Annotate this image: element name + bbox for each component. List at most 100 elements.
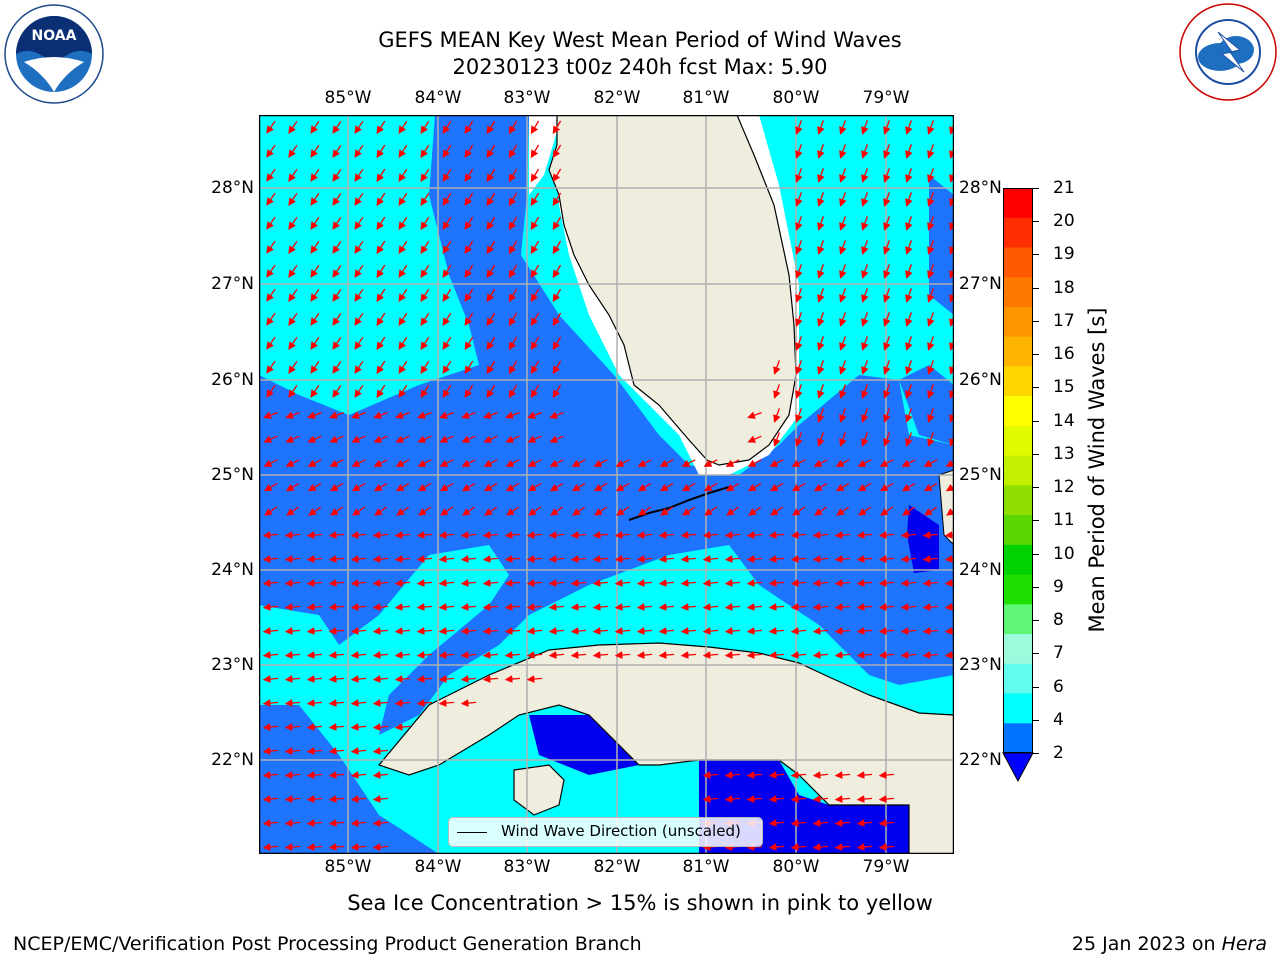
wind-wave-arrow <box>902 506 916 516</box>
wind-wave-arrow <box>482 651 499 659</box>
wind-wave-arrow <box>905 192 913 207</box>
wind-wave-arrow <box>376 264 386 278</box>
wind-wave-arrow <box>464 384 474 399</box>
wind-wave-arrow <box>724 579 741 587</box>
wind-wave-arrow <box>636 651 653 659</box>
wind-wave-arrow <box>464 336 474 351</box>
wind-wave-arrow <box>288 384 298 398</box>
wind-wave-arrow <box>504 555 521 563</box>
colorbar-tick-mark <box>1033 719 1039 721</box>
wind-wave-arrow <box>812 531 829 539</box>
colorbar-tick-mark <box>1033 420 1039 422</box>
wind-wave-arrow <box>530 360 540 375</box>
wind-wave-arrow <box>768 819 785 827</box>
wind-wave-arrow <box>332 336 342 350</box>
wind-wave-arrow <box>900 579 917 587</box>
wind-wave-arrow <box>614 651 631 659</box>
wind-wave-arrow <box>927 240 935 255</box>
colorbar-tick-label: 9 <box>1053 576 1064 597</box>
wind-wave-arrow <box>527 482 542 492</box>
wind-wave-arrow <box>372 699 389 707</box>
wind-wave-arrow <box>703 482 718 492</box>
wind-wave-arrow <box>839 288 847 303</box>
wind-wave-arrow <box>439 482 454 492</box>
wind-wave-arrow <box>486 288 496 303</box>
wind-wave-arrow <box>394 627 411 635</box>
wind-wave-arrow <box>834 651 851 659</box>
wind-wave-arrow <box>790 771 807 779</box>
wind-wave-arrow <box>901 459 916 467</box>
wind-wave-arrow <box>527 435 542 443</box>
wind-wave-arrow <box>420 288 430 302</box>
wind-wave-arrow <box>880 506 894 516</box>
lon-label-top-84w: 84°W <box>414 88 462 108</box>
wind-wave-arrow <box>636 579 653 587</box>
wind-wave-arrow <box>746 651 763 659</box>
colorbar-tick-label: 16 <box>1053 344 1075 365</box>
wind-wave-arrow <box>310 288 320 302</box>
wind-wave-arrow <box>905 336 913 351</box>
wind-wave-arrow <box>861 360 869 375</box>
wind-wave-arrow <box>438 699 455 707</box>
wind-wave-arrow <box>659 482 674 492</box>
wind-wave-arrow <box>398 288 408 302</box>
wind-wave-arrow <box>376 360 386 374</box>
lat-label-left-25n: 25°N <box>211 465 254 485</box>
wind-wave-arrow <box>332 168 342 182</box>
wind-wave-arrow <box>530 312 540 327</box>
wind-wave-arrow <box>883 192 891 207</box>
wind-wave-arrow <box>839 192 847 207</box>
wind-wave-arrow <box>376 144 386 158</box>
wind-wave-arrow <box>883 264 891 279</box>
wind-wave-arrow <box>505 435 520 443</box>
wind-wave-arrow <box>593 459 608 467</box>
wind-wave-arrow <box>839 432 847 447</box>
wind-wave-arrow <box>398 336 408 350</box>
wind-wave-arrow <box>835 482 850 492</box>
lat-label-right-26n: 26°N <box>959 370 1002 390</box>
wind-wave-arrow <box>330 506 344 516</box>
wind-wave-arrow <box>505 482 520 492</box>
wind-wave-arrow <box>374 506 388 516</box>
lat-label-left-24n: 24°N <box>211 560 254 580</box>
colorbar-tick-mark <box>1033 753 1039 754</box>
wind-wave-arrow <box>795 192 803 207</box>
lon-label-bottom-80w: 80°W <box>772 857 820 877</box>
wind-wave-arrow <box>814 506 828 516</box>
wind-wave-arrow <box>504 627 521 635</box>
wind-wave-arrow <box>768 843 785 851</box>
wind-wave-arrow <box>442 168 452 183</box>
wind-wave-arrow <box>702 771 719 779</box>
wind-wave-arrow <box>420 336 430 350</box>
lon-label-top-82w: 82°W <box>593 88 641 108</box>
wind-wave-arrow <box>306 531 323 539</box>
lon-label-bottom-85w: 85°W <box>324 857 372 877</box>
colorbar-bin <box>1003 217 1033 248</box>
wind-wave-arrow <box>266 288 276 302</box>
wind-wave-arrow <box>883 216 891 231</box>
wind-wave-arrow <box>328 627 345 635</box>
lon-label-top-85w: 85°W <box>324 88 372 108</box>
wind-wave-arrow <box>812 795 829 803</box>
wind-wave-arrow <box>724 555 741 563</box>
wind-wave-arrow <box>376 288 386 302</box>
wind-wave-arrow <box>508 192 518 207</box>
colorbar-tick-mark <box>1033 586 1039 588</box>
ocean-period-2-4-east <box>929 175 954 315</box>
wind-wave-arrow <box>306 675 323 683</box>
wind-wave-arrow <box>288 312 298 326</box>
wind-wave-arrow <box>592 603 609 611</box>
wind-wave-arrow <box>526 603 543 611</box>
wind-wave-arrow <box>790 843 807 851</box>
wind-wave-arrow <box>418 506 432 516</box>
wind-wave-arrow <box>398 360 408 374</box>
colorbar-tick-mark <box>1033 553 1039 555</box>
wind-wave-arrow <box>703 459 718 467</box>
wind-wave-arrow <box>310 336 320 350</box>
wind-wave-arrow <box>839 144 847 159</box>
wind-wave-arrow <box>288 264 298 278</box>
wind-wave-arrow <box>372 819 389 827</box>
wind-wave-arrow <box>286 506 300 516</box>
wind-wave-arrow <box>461 482 476 492</box>
map-border <box>259 115 954 854</box>
